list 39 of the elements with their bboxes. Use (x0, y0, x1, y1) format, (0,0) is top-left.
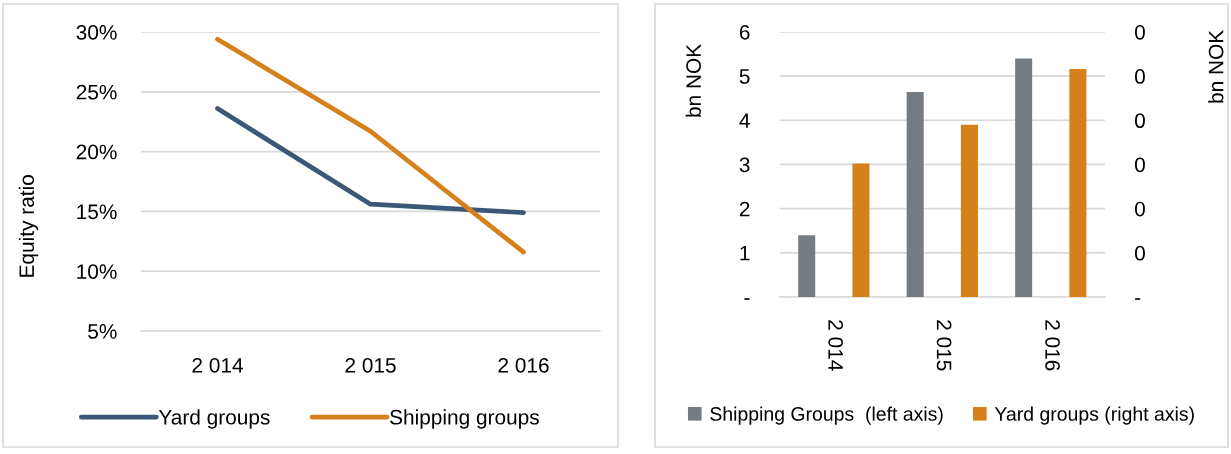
y-tick-label: - (744, 298, 750, 300)
legend-label: Shipping groups (390, 409, 539, 429)
y2-tick-label: 0 (1134, 24, 1145, 40)
y2-tick-label: - (1135, 298, 1141, 300)
legend-label: Shipping Groups (left axis) (710, 406, 943, 425)
y-tick-label: 1 (740, 246, 750, 261)
x-tick-label: 2 014 (192, 357, 243, 373)
x-tick-label: 2 015 (345, 357, 396, 373)
x-tick-label: 2 015 (936, 320, 952, 371)
y-tick-label: 3 (739, 157, 750, 173)
y-tick-label: 30% (76, 25, 117, 40)
bar (960, 124, 978, 297)
legend-label: Yard groups (158, 409, 270, 429)
y-tick-label: 2 (739, 201, 750, 217)
y-tick-label: 5 (739, 69, 750, 84)
y2-tick-label: 0 (1134, 245, 1145, 261)
y-tick-label: 5% (88, 324, 117, 339)
y-tick-label: 4 (739, 113, 750, 128)
bar (1069, 69, 1087, 297)
y2-axis-title: bn NOK (1208, 30, 1224, 103)
y2-tick-label: 0 (1134, 157, 1145, 173)
y-tick-label: 10% (77, 264, 117, 279)
y-tick-label: 15% (77, 204, 117, 220)
x-tick-label: 2 016 (1045, 320, 1060, 371)
y-tick-label: 20% (76, 144, 117, 160)
y2-tick-label: 0 (1134, 113, 1145, 129)
y-tick-label: 25% (76, 84, 117, 100)
y2-tick-label: 0 (1134, 69, 1145, 84)
x-tick-label: 2 014 (828, 320, 843, 371)
bar (906, 91, 924, 297)
y2-tick-label: 0 (1134, 201, 1145, 217)
x-tick-label: 2 016 (498, 357, 549, 373)
y-axis-title: bn NOK (685, 44, 701, 117)
legend-label: Yard groups (right axis) (994, 406, 1194, 425)
bar (852, 163, 870, 297)
y-axis-title: Equity ratio (18, 175, 39, 277)
y-tick-label: 6 (739, 24, 750, 40)
bar (1015, 58, 1033, 297)
bar (798, 235, 816, 297)
